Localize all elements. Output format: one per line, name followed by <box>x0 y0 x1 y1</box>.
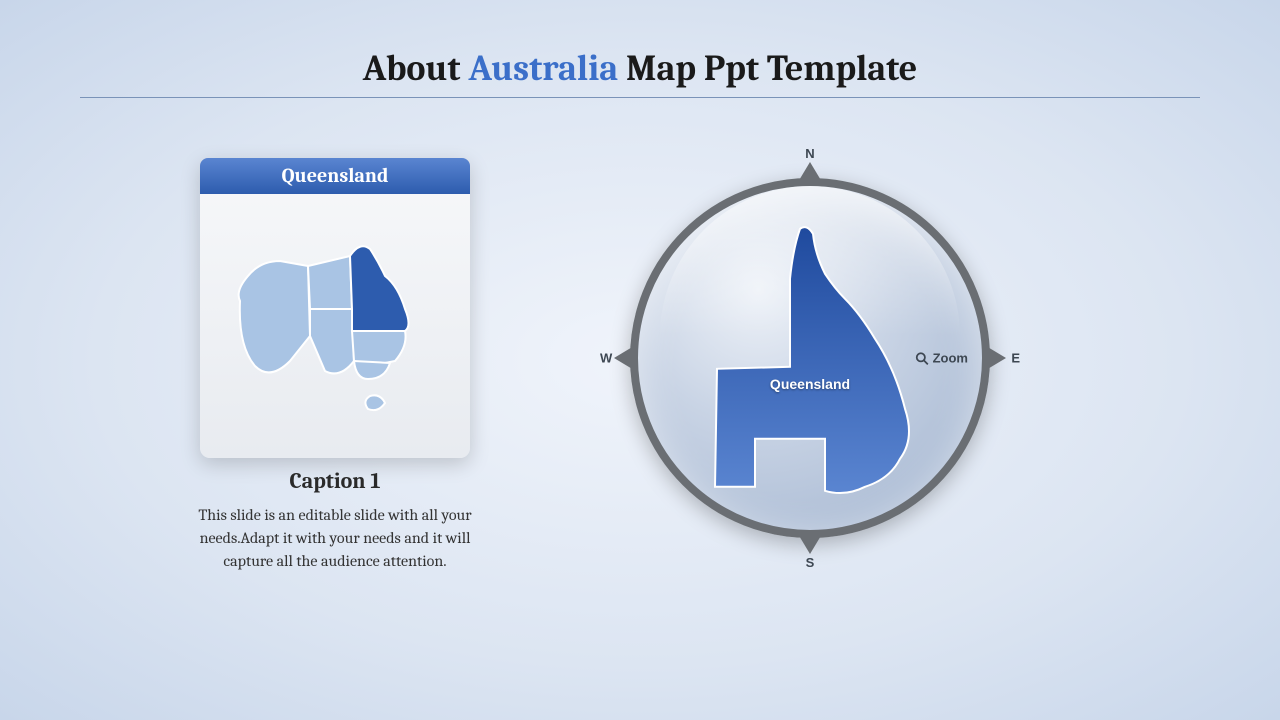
compass-label-e: E <box>1011 351 1020 366</box>
state-tas <box>365 395 385 410</box>
australia-map-icon <box>230 231 440 421</box>
compass-tip-s <box>798 534 822 554</box>
caption-body: This slide is an editable slide with all… <box>185 504 485 574</box>
compass-label-n: N <box>805 146 814 161</box>
page-title: About Australia Map Ppt Template <box>0 0 1280 89</box>
title-post: Map Ppt Template <box>618 48 917 89</box>
zoom-text: Zoom <box>933 351 968 366</box>
zoom-button[interactable]: Zoom <box>915 351 968 366</box>
caption-block: Caption 1 This slide is an editable slid… <box>185 468 485 574</box>
queensland-shape <box>695 219 925 509</box>
compass-region-label: Queensland <box>770 376 850 392</box>
state-qld <box>350 246 409 333</box>
caption-title: Caption 1 <box>185 468 485 494</box>
compass-label-w: W <box>600 351 612 366</box>
state-sa <box>310 309 354 373</box>
region-card: Queensland <box>200 158 470 458</box>
state-wa <box>239 261 310 372</box>
title-highlight: Australia <box>468 48 618 89</box>
zoom-icon <box>915 351 929 365</box>
card-header: Queensland <box>200 158 470 194</box>
card-body <box>200 194 470 458</box>
compass-tip-w <box>614 346 634 370</box>
compass-label-s: S <box>806 555 815 570</box>
title-pre: About <box>363 48 469 89</box>
state-vic <box>354 361 390 379</box>
compass-tip-n <box>798 162 822 182</box>
content-area: Queensland <box>0 98 1280 658</box>
compass-tip-e <box>986 346 1006 370</box>
compass: N S E W Queensland Zoom <box>590 138 1030 578</box>
state-nt <box>308 256 352 309</box>
